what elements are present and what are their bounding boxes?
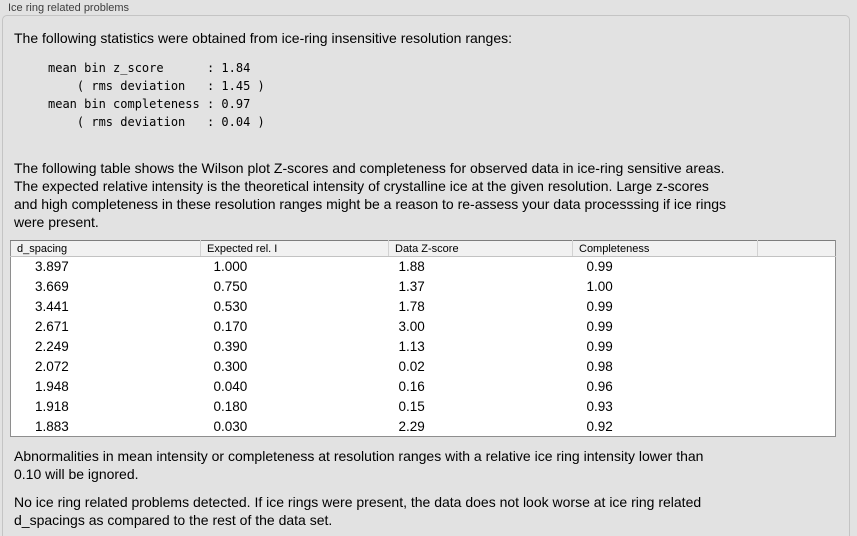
cell-d-spacing: 2.249: [35, 339, 69, 354]
cell-completeness: 0.99: [586, 339, 613, 354]
cell-completeness: 0.98: [586, 359, 613, 374]
cell-data-z-score: 0.15: [398, 399, 425, 414]
cell-d-spacing: 2.072: [35, 359, 69, 374]
section-title: Ice ring related problems: [8, 2, 130, 14]
cell-expected-rel-i: 0.750: [213, 279, 248, 294]
stats-intro-text: The following statistics were obtained f…: [14, 30, 513, 46]
stats-block: mean bin z_score : 1.84 ( rms deviation …: [48, 61, 265, 129]
cell-expected-rel-i: 0.040: [213, 379, 248, 394]
ignore-note-text: Abnormalities in mean intensity or compl…: [14, 448, 704, 482]
cell-data-z-score: 3.00: [398, 319, 425, 334]
table-row[interactable]: 2.249 0.390 1.13 0.99: [11, 337, 836, 357]
table-row[interactable]: 3.441 0.530 1.78 0.99: [11, 297, 836, 317]
cell-completeness: 0.99: [586, 259, 613, 275]
cell-data-z-score: 1.88: [398, 259, 425, 275]
column-header-completeness[interactable]: Completeness: [572, 240, 758, 257]
cell-filler: [758, 377, 836, 397]
cell-d-spacing: 1.883: [35, 418, 69, 434]
cell-d-spacing: 1.918: [35, 399, 69, 414]
table-description-text: The following table shows the Wilson plo…: [14, 160, 727, 230]
cell-expected-rel-i: 0.530: [213, 299, 248, 314]
cell-d-spacing: 1.948: [35, 379, 69, 394]
ice-ring-table[interactable]: d_spacing Expected rel. I Data Z-score C…: [10, 240, 836, 437]
cell-data-z-score: 1.78: [398, 299, 425, 314]
cell-completeness: 0.93: [586, 399, 613, 414]
cell-filler: [758, 297, 836, 317]
cell-data-z-score: 1.37: [398, 279, 425, 294]
cell-expected-rel-i: 1.000: [213, 259, 248, 275]
table-row[interactable]: 1.883 0.030 2.29 0.92: [11, 417, 836, 437]
table-body: 3.897 1.000 1.88 0.99 3.669 0.750 1.37 1…: [11, 257, 836, 437]
cell-data-z-score: 0.16: [398, 379, 425, 394]
cell-completeness: 0.96: [586, 379, 613, 394]
conclusion-text: No ice ring related problems detected. I…: [14, 494, 702, 528]
cell-d-spacing: 3.897: [35, 259, 69, 275]
cell-data-z-score: 1.13: [398, 339, 425, 354]
table-row[interactable]: 3.669 0.750 1.37 1.00: [11, 277, 836, 297]
cell-expected-rel-i: 0.300: [213, 359, 248, 374]
cell-completeness: 0.99: [586, 319, 613, 334]
table-row[interactable]: 2.072 0.300 0.02 0.98: [11, 357, 836, 377]
column-header-expected-rel-i[interactable]: Expected rel. I: [200, 240, 389, 257]
cell-d-spacing: 2.671: [35, 319, 69, 334]
cell-filler: [758, 417, 836, 437]
cell-d-spacing: 3.669: [35, 279, 69, 294]
column-header-d-spacing[interactable]: d_spacing: [10, 240, 201, 257]
cell-completeness: 0.92: [586, 418, 613, 434]
cell-filler: [758, 277, 836, 297]
cell-d-spacing: 3.441: [35, 299, 69, 314]
table-row[interactable]: 1.948 0.040 0.16 0.96: [11, 377, 836, 397]
cell-data-z-score: 2.29: [398, 418, 425, 434]
ice-ring-panel: The following statistics were obtained f…: [2, 15, 850, 536]
cell-filler: [758, 337, 836, 357]
column-header-filler: [757, 240, 836, 257]
cell-expected-rel-i: 0.390: [213, 339, 248, 354]
cell-filler: [758, 317, 836, 337]
column-header-data-z-score[interactable]: Data Z-score: [388, 240, 573, 257]
cell-filler: [758, 357, 836, 377]
cell-filler: [758, 397, 836, 417]
cell-data-z-score: 0.02: [398, 359, 425, 374]
cell-completeness: 0.99: [586, 299, 613, 314]
table-row[interactable]: 2.671 0.170 3.00 0.99: [11, 317, 836, 337]
cell-expected-rel-i: 0.180: [213, 399, 248, 414]
table-row[interactable]: 3.897 1.000 1.88 0.99: [11, 257, 836, 277]
table-header-row: d_spacing Expected rel. I Data Z-score C…: [10, 240, 836, 257]
cell-expected-rel-i: 0.170: [213, 319, 248, 334]
cell-filler: [758, 257, 836, 277]
cell-expected-rel-i: 0.030: [213, 418, 248, 434]
table-row[interactable]: 1.918 0.180 0.15 0.93: [11, 397, 836, 417]
cell-completeness: 1.00: [586, 279, 613, 294]
